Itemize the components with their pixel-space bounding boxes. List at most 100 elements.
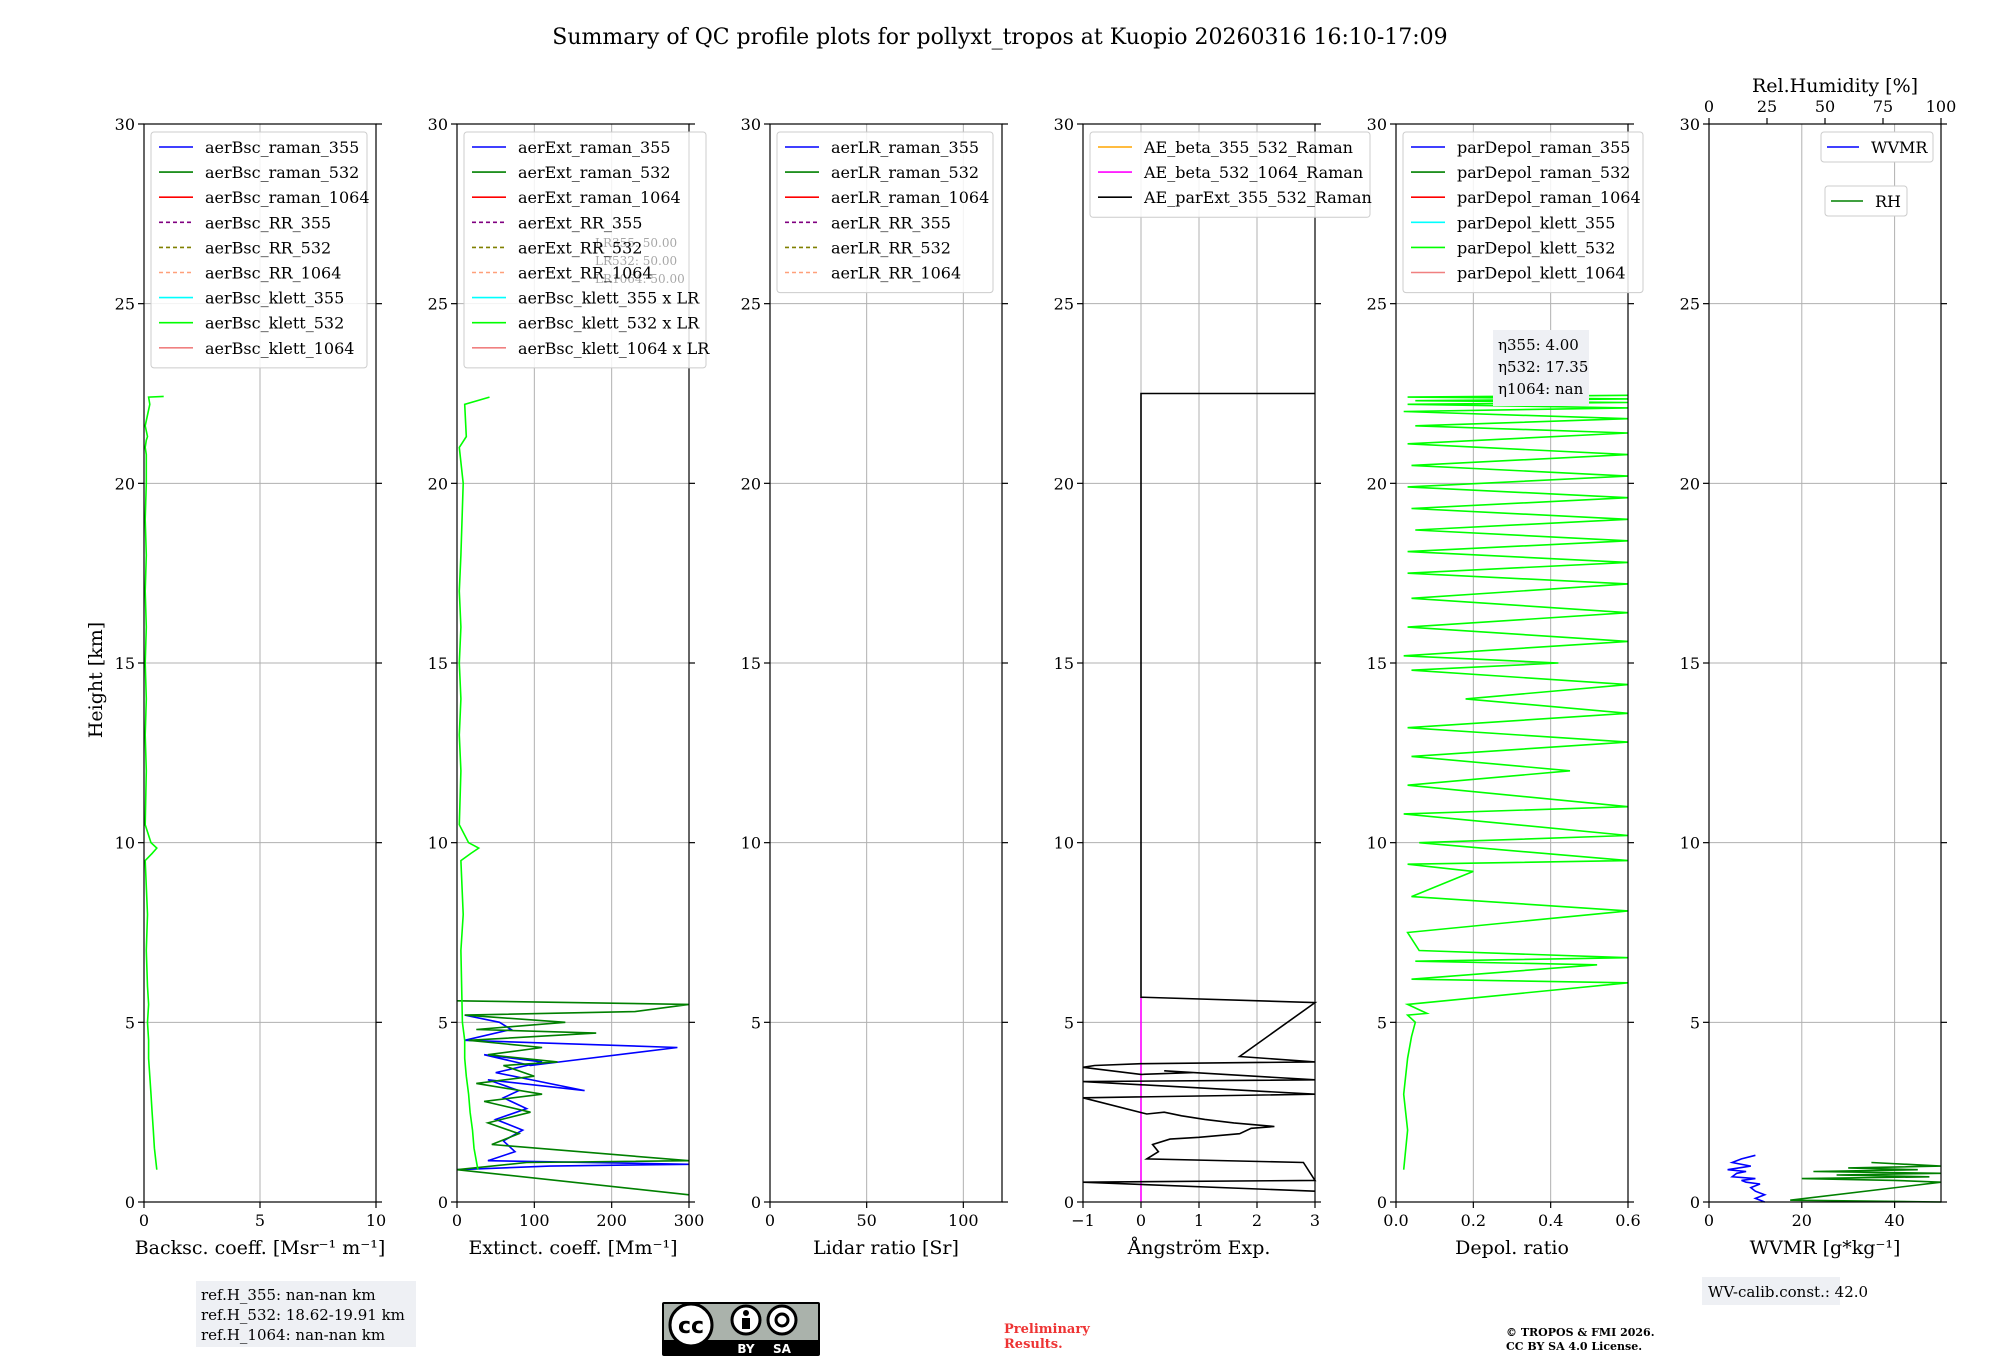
x2-tick-label: 50 — [1815, 97, 1835, 116]
eta-532: η532: 17.35 — [1498, 358, 1588, 376]
x2-axis-label: Rel.Humidity [%] — [1752, 75, 1918, 97]
x-tick-label: 0 — [452, 1211, 462, 1230]
legend-box — [1402, 131, 1644, 294]
y-tick-label: 5 — [1377, 1013, 1387, 1032]
y-tick-label: 20 — [1054, 474, 1074, 493]
y-tick-label: 30 — [1367, 115, 1387, 134]
legend-label: aerLR_raman_355 — [831, 138, 979, 157]
panel-lr: 0 5 10 15 20 25 30 0 50 100 Lidar ratio [Sr] aerLR_… — [741, 115, 1008, 1259]
y-tick-label: 5 — [125, 1013, 135, 1032]
sa-icon — [766, 1304, 798, 1336]
legend-label: aerBsc_klett_532 — [205, 314, 344, 333]
x-tick-label: 0.6 — [1615, 1211, 1640, 1230]
y-axis-label: Height [km] — [85, 622, 107, 738]
copyright-line1: © TROPOS & FMI 2026. — [1506, 1326, 1655, 1339]
wv-calib-text: WV-calib.const.: 42.0 — [1708, 1283, 1868, 1301]
cc-icon: cc — [678, 1314, 704, 1339]
legend-label: aerExt_raman_355 — [518, 138, 671, 157]
x-tick-label: 50 — [856, 1211, 876, 1230]
legend-box — [150, 131, 368, 369]
legend-box — [1820, 131, 1934, 163]
y-tick-label: 10 — [115, 834, 135, 853]
y-tick-label: 15 — [741, 654, 761, 673]
legend-label: AE_beta_532_1064_Raman — [1143, 163, 1363, 182]
x2-tick-label: 100 — [1926, 97, 1957, 116]
x-tick-label: 0.4 — [1538, 1211, 1563, 1230]
legend-label: aerBsc_klett_1064 x LR — [518, 339, 710, 358]
ref-heights-box: ref.H_355: nan-nan km ref.H_532: 18.62-1… — [196, 1281, 416, 1347]
legend-label: aerExt_raman_532 — [518, 163, 671, 182]
series-aerBsc_klett_532 x LR — [458, 396, 490, 1170]
x-tick-label: 3 — [1310, 1211, 1320, 1230]
lr-ghost-1064: LR1064: 50.00 — [595, 272, 685, 286]
y-tick-label: 10 — [1680, 834, 1700, 853]
legend-box — [1824, 185, 1908, 217]
legend-label: aerLR_RR_355 — [831, 213, 951, 232]
x2-tick-label: 25 — [1757, 97, 1777, 116]
y-tick-label: 30 — [428, 115, 448, 134]
y-tick-label: 25 — [1367, 295, 1387, 314]
series-AE_parExt_355_532_Raman — [1082, 392, 1318, 1192]
y-tick-label: 0 — [438, 1193, 448, 1212]
series-aerBsc_klett_532 — [144, 395, 164, 1170]
y-tick-label: 10 — [1367, 834, 1387, 853]
y-tick-label: 25 — [115, 295, 135, 314]
legend-label: aerExt_RR_1064 — [518, 264, 653, 283]
copyright-line2: CC BY SA 4.0 License. — [1506, 1340, 1642, 1353]
y-tick-label: 25 — [1680, 295, 1700, 314]
lr-ghost-355: LR355: 50.00 — [595, 236, 677, 250]
legend-label: aerExt_RR_355 — [518, 213, 642, 232]
series-parDepol_klett_532 — [1402, 394, 1629, 1170]
by-label: BY — [737, 1342, 754, 1356]
x-tick-label: 100 — [948, 1211, 979, 1230]
preliminary-line2: Results. — [1004, 1337, 1063, 1352]
x-tick-label: 0 — [765, 1211, 775, 1230]
y-tick-label: 15 — [115, 654, 135, 673]
y-tick-label: 0 — [125, 1193, 135, 1212]
legend-label: parDepol_klett_355 — [1457, 213, 1615, 232]
legend-label: aerBsc_raman_355 — [205, 138, 359, 157]
legend-label: aerBsc_klett_355 — [205, 289, 344, 308]
y-tick-label: 20 — [1367, 474, 1387, 493]
y-tick-label: 30 — [1680, 115, 1700, 134]
x-axis-label: Depol. ratio — [1455, 1237, 1569, 1259]
legend-label: RH — [1875, 192, 1901, 211]
y-tick-label: 30 — [115, 115, 135, 134]
legend-label: aerBsc_RR_1064 — [205, 264, 341, 283]
cc-by-sa-badge: cc BY SA — [662, 1302, 820, 1356]
x-tick-label: 300 — [674, 1211, 705, 1230]
series-RH — [1790, 1161, 1942, 1203]
legend-box — [776, 131, 994, 294]
y-tick-label: 5 — [1690, 1013, 1700, 1032]
series-WVMR — [1727, 1154, 1767, 1203]
y-tick-label: 20 — [741, 474, 761, 493]
legend-label: WVMR — [1871, 138, 1928, 157]
legend-box — [463, 131, 707, 369]
legend-label: aerBsc_RR_532 — [205, 238, 331, 257]
legend-label: aerBsc_klett_532 x LR — [518, 314, 700, 333]
y-tick-label: 5 — [751, 1013, 761, 1032]
y-tick-label: 30 — [741, 115, 761, 134]
y-tick-label: 25 — [428, 295, 448, 314]
y-tick-label: 15 — [428, 654, 448, 673]
sa-label: SA — [773, 1342, 792, 1356]
x-axis-label: Lidar ratio [Sr] — [813, 1237, 959, 1259]
ref-h-1064: ref.H_1064: nan-nan km — [201, 1326, 385, 1344]
x-tick-label: 5 — [255, 1211, 265, 1230]
figure-title: Summary of QC profile plots for pollyxt_… — [552, 25, 1447, 50]
series-aerExt_raman_532 — [456, 1000, 690, 1196]
y-tick-label: 30 — [1054, 115, 1074, 134]
y-tick-label: 15 — [1367, 654, 1387, 673]
y-tick-label: 25 — [1054, 295, 1074, 314]
y-tick-label: 5 — [438, 1013, 448, 1032]
x2-tick-label: 0 — [1704, 97, 1714, 116]
lr-ghost-labels: LR355: 50.00 LR532: 50.00 LR1064: 50.00 — [595, 236, 685, 286]
y-tick-label: 0 — [1377, 1193, 1387, 1212]
legend-label: aerBsc_klett_355 x LR — [518, 289, 700, 308]
series-aerExt_raman_355 — [456, 1014, 690, 1171]
x2-tick-label: 75 — [1873, 97, 1893, 116]
x-tick-label: 0 — [1136, 1211, 1146, 1230]
